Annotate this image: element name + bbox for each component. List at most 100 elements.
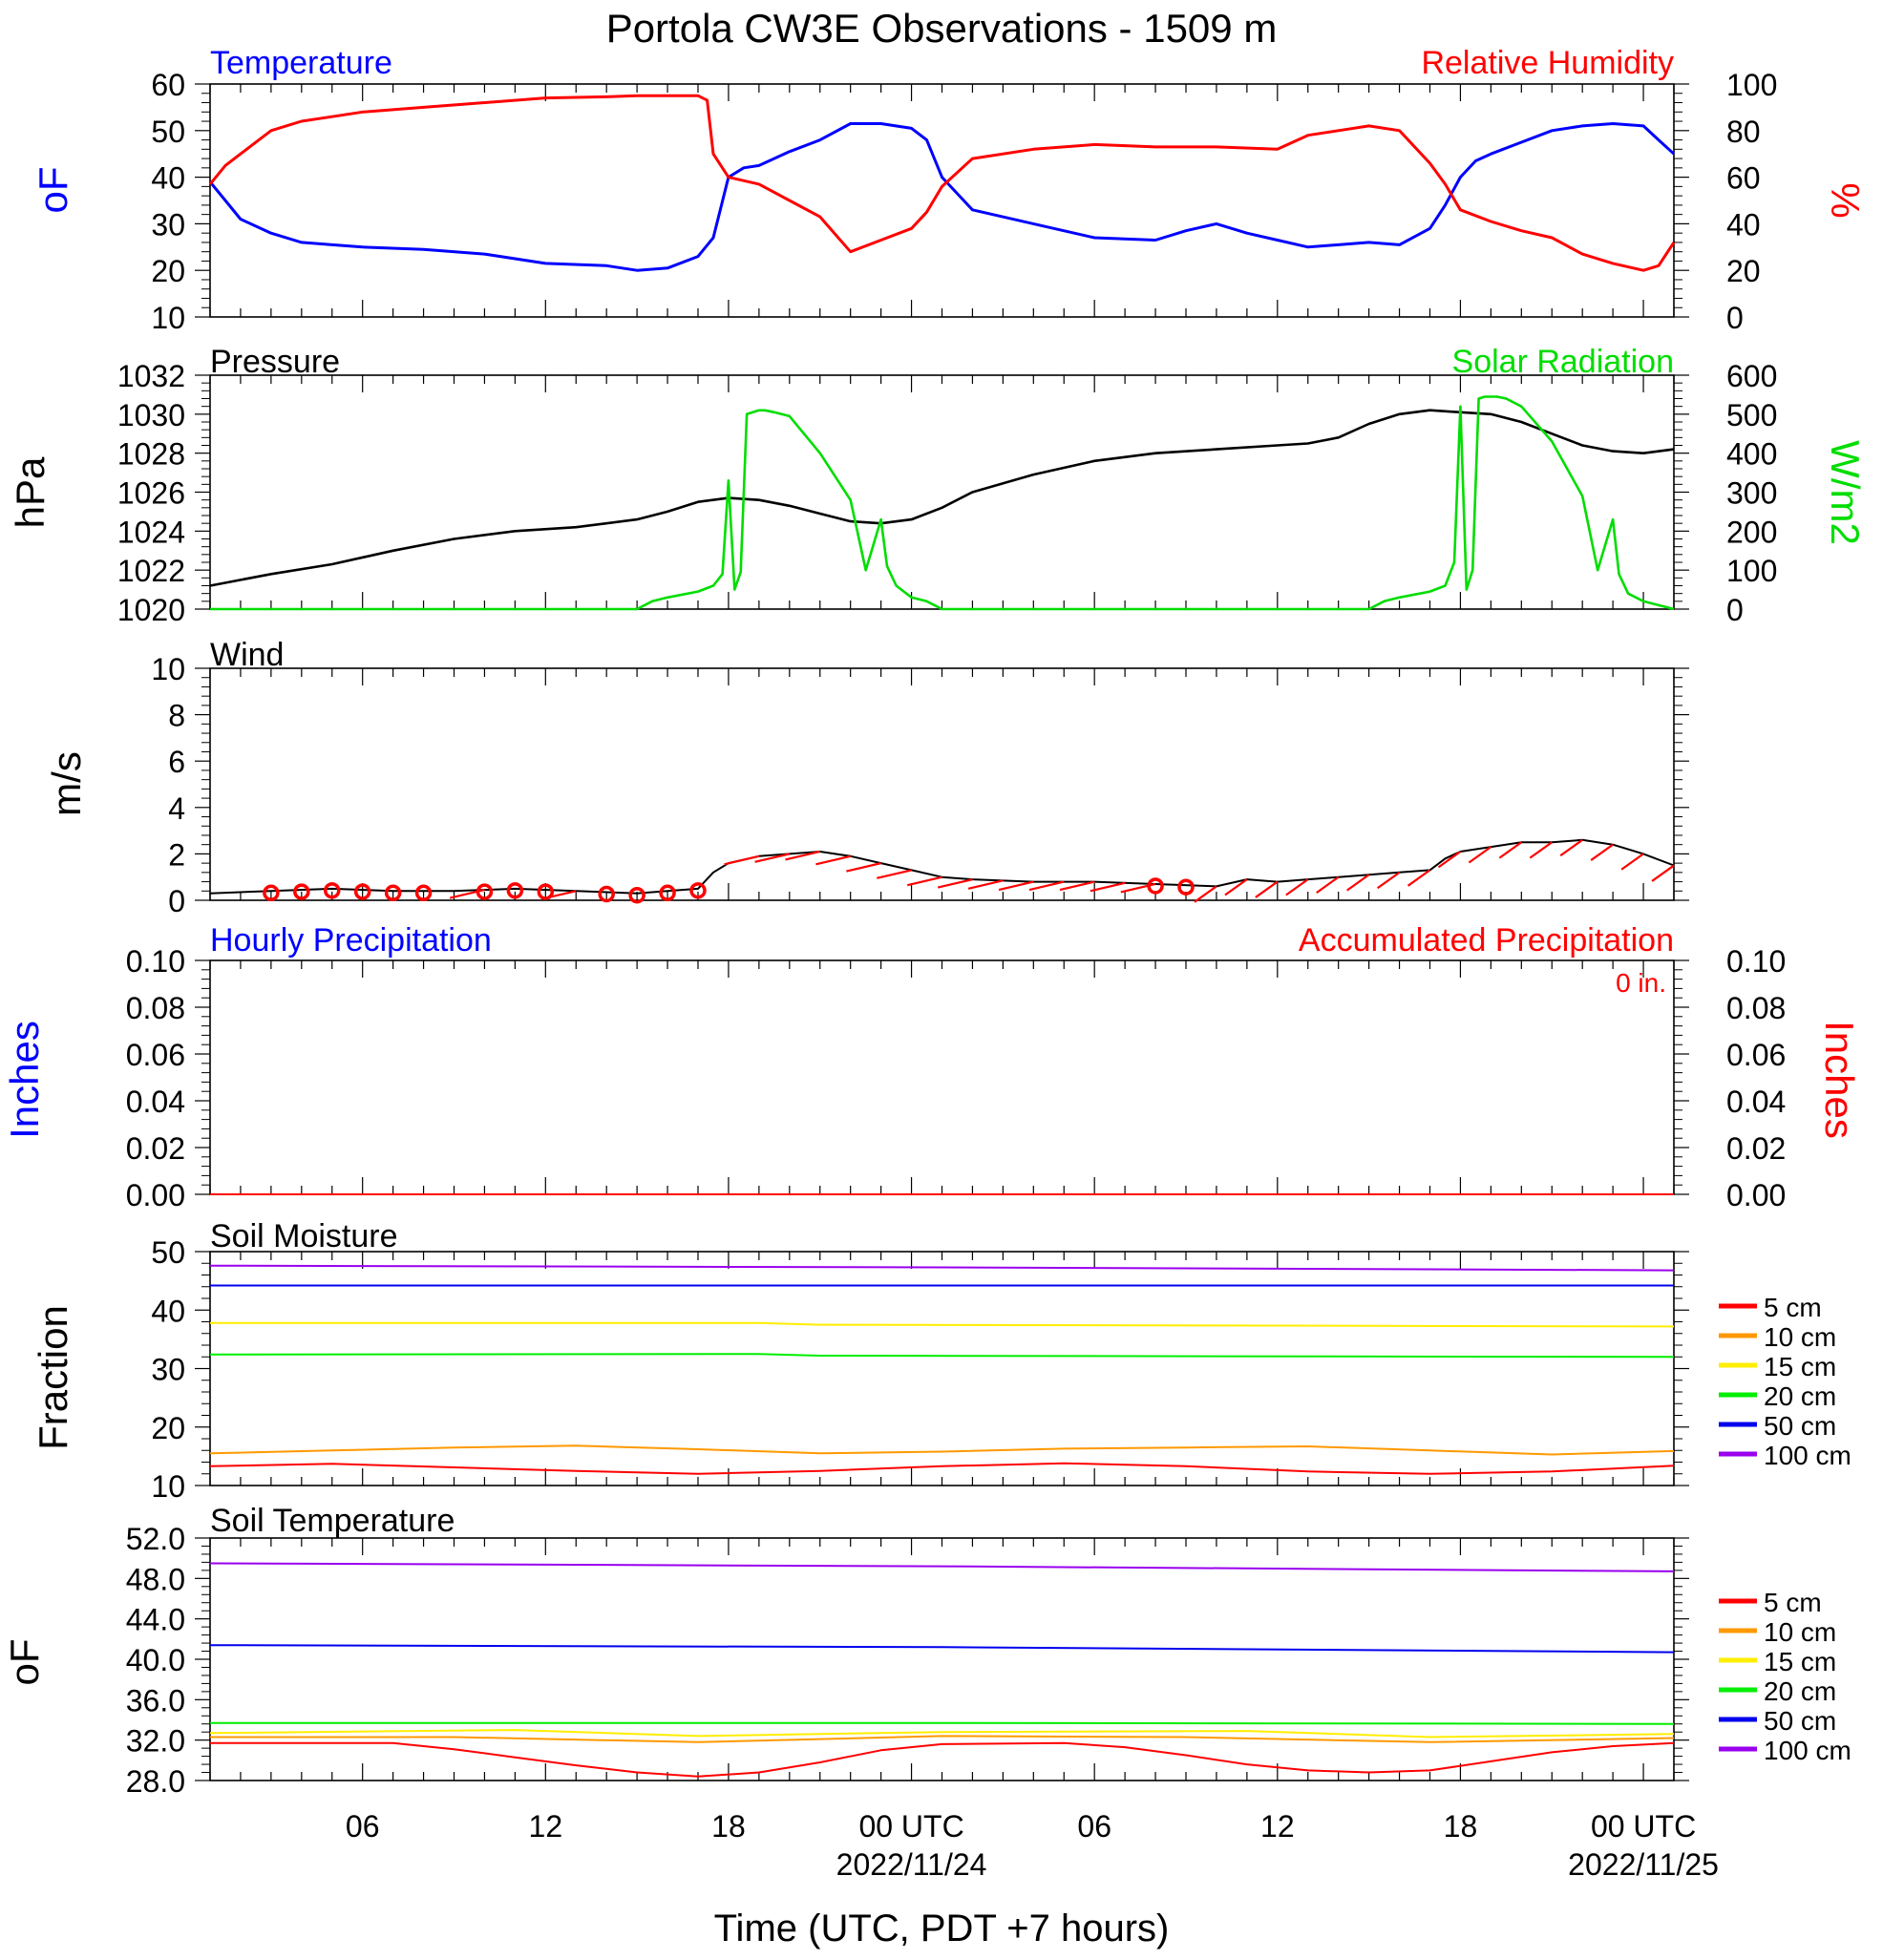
series-line-wind-speed — [209, 838, 1675, 895]
wind-barb — [1468, 846, 1492, 864]
y-tick-label: 52.0 — [126, 1522, 185, 1556]
series-line-15-cm — [209, 1729, 1675, 1739]
y-right-tick-label: 0.10 — [1726, 944, 1786, 979]
panel-wind: Wind m/s 0 2 4 6 8 10 — [44, 637, 1689, 918]
legend-label: 100 cm — [1764, 1441, 1851, 1470]
wind-calm-marker — [324, 882, 341, 899]
y-tick-label: 1022 — [117, 554, 185, 588]
wind-calm-marker — [353, 883, 371, 900]
wind-barb — [815, 854, 851, 866]
y-tick-label: 1026 — [117, 476, 185, 511]
chart-title: Portola CW3E Observations - 1509 m — [606, 6, 1278, 51]
wind-barb — [1028, 880, 1065, 892]
solar-unit: W/m2 — [1823, 440, 1868, 545]
y-tick-label: 50 — [151, 115, 185, 149]
series-line-5-cm — [210, 1741, 1675, 1778]
wind-barb — [540, 890, 577, 900]
wind-barb — [877, 869, 912, 879]
wind-calm-marker — [628, 886, 645, 904]
rh-title: Relative Humidity — [1421, 45, 1674, 81]
wind-barb — [1120, 882, 1156, 894]
wind-unit: m/s — [44, 751, 89, 816]
y-tick-label: 1020 — [117, 593, 185, 627]
wind-barb — [449, 888, 485, 899]
series-line-100-cm — [209, 1264, 1675, 1272]
legend-label: 100 cm — [1764, 1736, 1851, 1765]
hourly-precip-unit: Inches — [2, 1021, 47, 1139]
solar-title: Solar Radiation — [1452, 344, 1674, 380]
x-tick-label: 06 — [346, 1809, 380, 1844]
wind-barb — [998, 880, 1034, 892]
y-tick-label: 2 — [168, 837, 185, 872]
temp-title: Temperature — [210, 45, 392, 81]
y-tick-label: 0 — [168, 884, 185, 918]
y-right-tick-label: 300 — [1726, 476, 1777, 511]
accum-precip-unit: Inches — [1817, 1021, 1862, 1139]
wind-barb — [906, 875, 942, 887]
legend-label: 5 cm — [1764, 1588, 1822, 1617]
wind-barb — [846, 862, 881, 873]
y-right-tick-label: 400 — [1726, 437, 1777, 472]
y-tick-label: 50 — [151, 1235, 185, 1270]
x-tick-label: 00 UTC — [1591, 1809, 1696, 1844]
wind-barb — [967, 879, 1004, 890]
legend-label: 50 cm — [1764, 1706, 1836, 1736]
y-tick-label: 32.0 — [126, 1724, 185, 1759]
y-right-tick-label: 500 — [1726, 398, 1777, 432]
y-right-tick-label: 0.08 — [1726, 991, 1786, 1025]
wind-calm-marker — [414, 884, 433, 902]
series-line-solar-radiation — [210, 395, 1675, 611]
x-tick-label: 18 — [1444, 1809, 1478, 1844]
y-tick-label: 0.06 — [126, 1038, 185, 1072]
wind-calm-marker — [659, 884, 676, 902]
legend-label: 20 cm — [1764, 1381, 1836, 1411]
x-tick-label: 06 — [1077, 1809, 1111, 1844]
y-right-tick-label: 600 — [1726, 359, 1777, 393]
y-tick-label: 60 — [151, 68, 185, 102]
wind-barb — [1559, 838, 1583, 857]
y-tick-label: 44.0 — [126, 1603, 185, 1637]
wind-barb — [1376, 871, 1401, 890]
series-line-relative-humidity — [208, 94, 1676, 272]
y-tick-label: 10 — [151, 652, 185, 686]
y-right-tick-label: 0 — [1726, 593, 1744, 627]
legend-label: 50 cm — [1764, 1411, 1836, 1441]
plot-frame — [209, 667, 1675, 901]
series-line-10-cm — [209, 1444, 1675, 1456]
soil-moisture-unit: Fraction — [31, 1305, 75, 1450]
wind-barb — [1090, 881, 1126, 893]
x-axis-label: Time (UTC, PDT +7 hours) — [714, 1907, 1170, 1949]
series-line-15-cm — [210, 1321, 1675, 1328]
y-tick-label: 28.0 — [126, 1764, 185, 1799]
wind-barb — [1224, 878, 1248, 896]
wind-calm-marker — [293, 883, 310, 900]
y-tick-label: 4 — [168, 791, 185, 826]
series-line-20-cm — [209, 1353, 1675, 1359]
x-tick-label: 00 UTC — [858, 1809, 963, 1844]
wind-barb — [1620, 853, 1644, 871]
series-line-20-cm — [210, 1721, 1675, 1725]
wind-barb — [754, 853, 791, 863]
plot-frame — [209, 959, 1675, 1195]
y-tick-label: 10 — [151, 301, 185, 335]
legend-label: 5 cm — [1764, 1293, 1822, 1322]
temp-unit: oF — [31, 166, 75, 213]
wind-barb — [1529, 841, 1553, 859]
soil-temperature-title: Soil Temperature — [210, 1503, 455, 1539]
y-right-tick-label: 60 — [1726, 161, 1761, 196]
y-tick-label: 30 — [151, 207, 185, 242]
y-right-tick-label: 80 — [1726, 115, 1761, 149]
wind-barb — [724, 854, 760, 866]
wind-calm-marker — [598, 885, 615, 903]
y-right-tick-label: 200 — [1726, 515, 1777, 549]
y-right-tick-label: 0.06 — [1726, 1038, 1786, 1072]
legend-label: 10 cm — [1764, 1322, 1836, 1352]
wind-calm-marker — [506, 882, 524, 899]
y-tick-label: 40 — [151, 1294, 185, 1328]
wind-calm-marker — [263, 884, 280, 902]
panel-soil-temperature: Soil Temperature oF 28.0 32.0 36.0 40.0 44.0… — [2, 1503, 1851, 1799]
panel-pressure: Pressure Solar Radiation hPa W/m2 1020 10… — [8, 344, 1868, 627]
panel-temperature: Temperature Relative Humidity oF % 10 20 3… — [31, 45, 1868, 335]
